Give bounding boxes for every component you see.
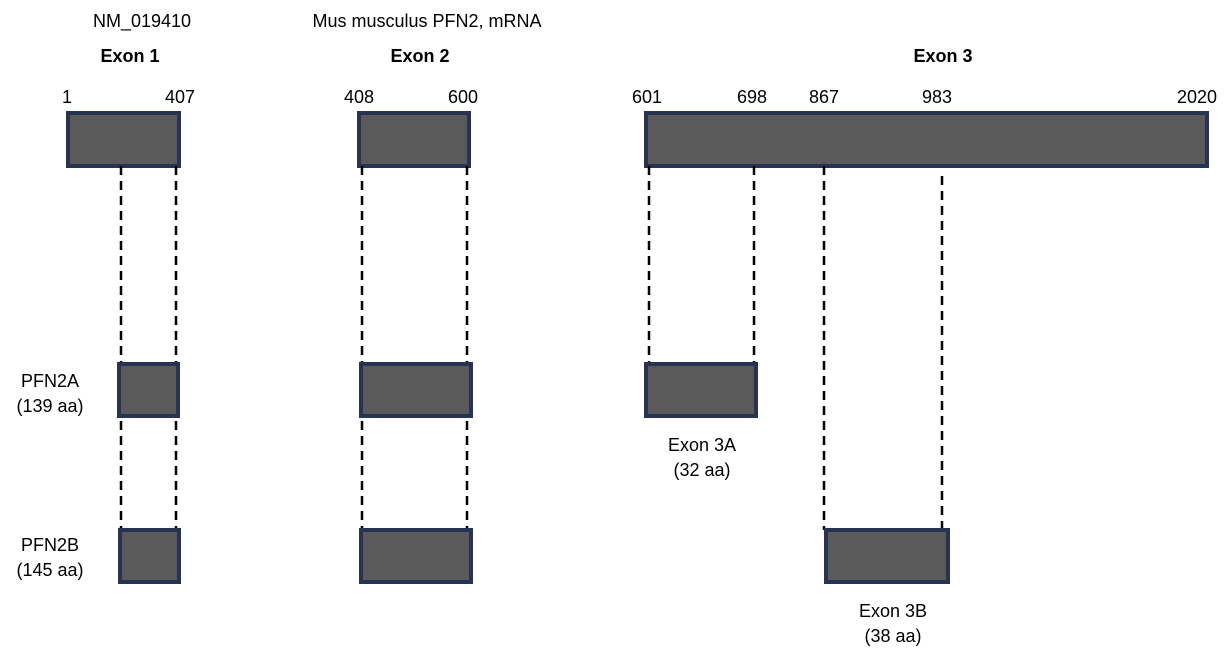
exon-1-heading: Exon 1 <box>100 46 159 66</box>
mrna-description-label: Mus musculus PFN2, mRNA <box>312 11 541 31</box>
position-exon3-start: 601 <box>632 87 662 107</box>
position-exon3b-end: 983 <box>922 87 952 107</box>
exon-3-heading: Exon 3 <box>913 46 972 66</box>
isoform-b-length: (145 aa) <box>16 560 83 580</box>
exon-3b-label: Exon 3B <box>859 601 927 621</box>
mrna-exon-2-box <box>357 111 471 168</box>
mrna-exon-1-box <box>66 111 181 168</box>
position-exon3a-end: 698 <box>737 87 767 107</box>
position-exon3b-start: 867 <box>809 87 839 107</box>
isoform-a-exon-3a-box <box>644 362 758 418</box>
exon-3a-label: Exon 3A <box>668 435 736 455</box>
isoform-b-name: PFN2B <box>21 535 79 555</box>
position-exon2-start: 408 <box>344 87 374 107</box>
isoform-a-name: PFN2A <box>21 371 79 391</box>
isoform-a-length: (139 aa) <box>16 396 83 416</box>
position-exon2-end: 600 <box>448 87 478 107</box>
isoform-b-exon-1-box <box>118 528 181 584</box>
position-exon3-end: 2020 <box>1177 87 1217 107</box>
isoform-a-exon-2-box <box>359 362 473 418</box>
isoform-b-exon-3b-box <box>824 528 950 584</box>
mrna-exon-3-box <box>644 111 1209 168</box>
isoform-b-exon-2-box <box>359 528 473 584</box>
position-exon1-end: 407 <box>165 87 195 107</box>
exon-2-heading: Exon 2 <box>390 46 449 66</box>
isoform-a-exon-1-box <box>117 362 180 418</box>
position-exon1-start: 1 <box>62 87 72 107</box>
accession-label: NM_019410 <box>93 11 191 32</box>
exon-3a-length: (32 aa) <box>673 460 730 480</box>
exon-3b-length: (38 aa) <box>864 626 921 646</box>
